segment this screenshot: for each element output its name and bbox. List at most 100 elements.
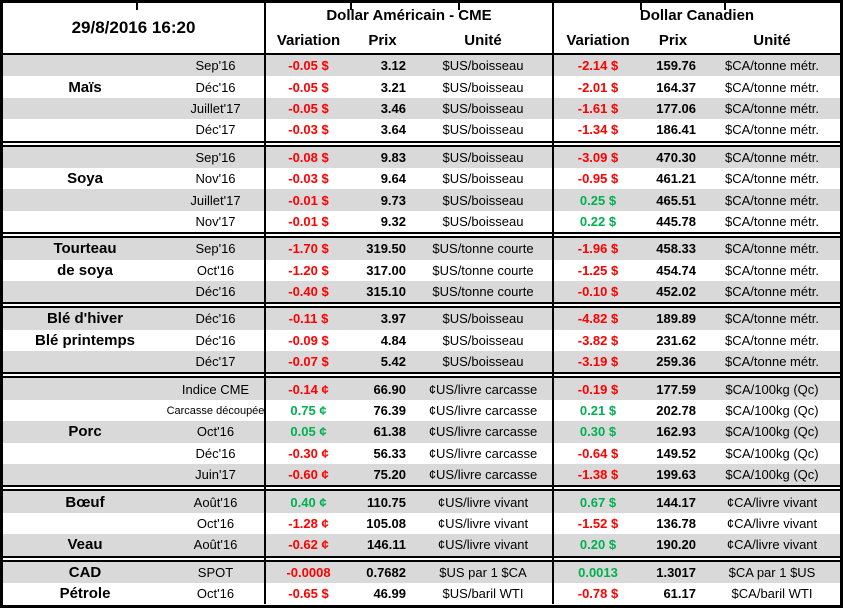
us-price: 3.64 (380, 122, 406, 138)
ca-variation: -2.01 $ (552, 76, 642, 98)
ca-price: 61.17 (663, 586, 696, 602)
group-separator (3, 485, 840, 492)
ca-unit: $CA/100kg (Qc) (725, 424, 819, 440)
us-variation: -0.0008 (264, 561, 351, 583)
ca-price: 177.06 (656, 100, 696, 116)
ca-unit: ¢CA/livre vivant (726, 516, 818, 531)
group-separator (3, 140, 840, 147)
contract-month: Nov'16 (195, 171, 236, 187)
us-unit: $US/boisseau (442, 192, 524, 208)
commodity-label (3, 211, 167, 232)
ca-variation: 0.22 $ (552, 210, 642, 233)
ca-variation: 0.21 $ (552, 399, 642, 422)
ca-price: 162.93 (656, 424, 696, 440)
us-unit: $US/boisseau (442, 100, 524, 116)
table-body: Sep'16 -0.05 $ 3.12 $US/boisseau -2.14 $… (3, 55, 840, 605)
us-variation: 0.40 ¢ (264, 491, 351, 513)
ca-unit: $CA/tonne métr. (725, 213, 819, 229)
us-variation: -0.08 $ (264, 146, 351, 168)
us-variation: -0.62 ¢ (264, 534, 351, 556)
contract-month: Août'16 (193, 494, 238, 510)
us-price: 61.38 (373, 424, 406, 440)
ca-variation: 0.67 $ (552, 491, 642, 513)
table-row: Nov'17 -0.01 $ 9.32 $US/boisseau 0.22 $ … (3, 210, 840, 233)
commodity-label (3, 443, 167, 464)
ca-price: 186.41 (656, 122, 696, 138)
ca-variation: 0.25 $ (552, 189, 642, 211)
us-variation: -0.03 $ (264, 119, 351, 141)
contract-month: Sep'16 (195, 58, 236, 74)
ca-variation: -1.38 $ (552, 464, 642, 486)
table-row: Veau Août'16 -0.62 ¢ 146.11 ¢US/livre vi… (3, 534, 840, 556)
ca-variation: -0.95 $ (552, 167, 642, 190)
us-variation: -0.05 $ (264, 97, 351, 120)
commodity-label: Porc (68, 423, 102, 441)
ca-variation: -2.14 $ (552, 55, 642, 77)
us-price: 9.73 (380, 192, 406, 208)
table-row: Soya Nov'16 -0.03 $ 9.64 $US/boisseau -0… (3, 167, 840, 190)
us-price: 76.39 (373, 403, 406, 419)
us-unit: ¢US/livre carcasse (428, 424, 538, 440)
contract-month: Déc'17 (195, 122, 236, 138)
ca-variation: -1.96 $ (552, 238, 642, 260)
ca-unit: $CA/tonne métr. (725, 192, 819, 208)
us-unit: $US/boisseau (442, 79, 524, 95)
contract-month: Déc'16 (195, 332, 236, 348)
usd-variation-header: Variation (276, 31, 341, 49)
us-variation: -0.03 $ (264, 167, 351, 190)
ca-unit: $CA/100kg (Qc) (725, 381, 819, 397)
us-price: 146.11 (366, 537, 406, 553)
cad-title: Dollar Canadien (639, 7, 755, 24)
grid-tick (640, 3, 642, 10)
us-price: 75.20 (373, 467, 406, 483)
table-row: Sep'16 -0.05 $ 3.12 $US/boisseau -2.14 $… (3, 55, 840, 77)
ca-variation: -1.34 $ (552, 119, 642, 141)
ca-variation: 0.30 $ (552, 421, 642, 443)
ca-unit: $CA par 1 $US (728, 564, 816, 580)
us-price: 110.75 (366, 494, 406, 510)
us-variation: -0.01 $ (264, 189, 351, 211)
contract-month: Déc'17 (195, 354, 236, 370)
ca-price: 445.78 (656, 213, 696, 229)
us-price: 0.7682 (366, 564, 406, 580)
group-separator (3, 302, 840, 309)
grid-tick (458, 3, 460, 10)
ca-unit: $CA/tonne métr. (725, 122, 819, 138)
ca-unit: $CA/baril WTI (731, 586, 813, 602)
table-row: Juillet'17 -0.01 $ 9.73 $US/boisseau 0.2… (3, 189, 840, 211)
us-unit: $US/boisseau (442, 354, 524, 370)
ca-price: 465.51 (656, 192, 696, 208)
grid-tick (136, 3, 138, 10)
us-variation: -0.40 $ (264, 280, 351, 303)
us-price: 9.83 (380, 149, 406, 165)
commodity-label (3, 98, 167, 119)
us-variation: 0.75 ¢ (264, 399, 351, 422)
ca-unit: $CA/tonne métr. (725, 354, 819, 370)
usd-price-header: Prix (368, 31, 397, 49)
ca-price: 177.59 (656, 381, 696, 397)
contract-month: Carcasse découpée (167, 404, 264, 417)
us-price: 3.97 (380, 311, 406, 327)
grid-tick (724, 3, 726, 10)
us-price: 105.08 (366, 516, 406, 531)
commodity-label (3, 464, 167, 485)
timestamp: 29/8/2016 16:20 (71, 18, 196, 37)
group-separator (3, 232, 840, 239)
commodity-label: Bœuf (65, 493, 105, 511)
contract-month: Oct'16 (196, 586, 235, 602)
commodity-label (3, 400, 167, 421)
us-price: 5.42 (380, 354, 406, 370)
ca-unit: $CA/tonne métr. (725, 100, 819, 116)
contract-month: Nov'17 (195, 213, 236, 229)
ca-price: 202.78 (656, 403, 696, 419)
contract-month: Août'16 (193, 537, 238, 553)
ca-price: 454.74 (656, 262, 696, 278)
ca-price: 199.63 (656, 467, 696, 483)
us-unit: $US/boisseau (442, 311, 524, 327)
commodity-label: Veau (67, 536, 103, 554)
contract-month: Juillet'17 (190, 192, 241, 208)
us-unit: $US/boisseau (442, 171, 524, 187)
us-variation: -0.01 $ (264, 210, 351, 233)
ca-price: 149.52 (656, 445, 696, 461)
us-variation: -1.20 $ (264, 259, 351, 281)
